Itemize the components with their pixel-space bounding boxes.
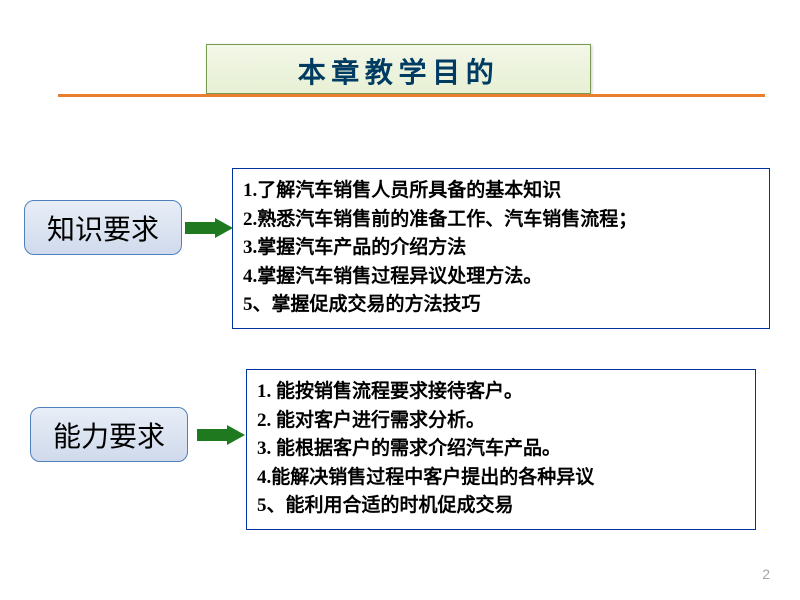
section-label-text-1: 能力要求 <box>53 415 165 455</box>
content-line: 5、掌握促成交易的方法技巧 <box>243 291 759 320</box>
content-line: 4.掌握汽车销售过程异议处理方法。 <box>243 263 759 292</box>
divider-line <box>58 94 765 97</box>
section-label-0: 知识要求 <box>24 200 182 255</box>
chapter-title-text: 本章教学目的 <box>298 58 500 89</box>
content-line: 4.能解决销售过程中客户提出的各种异议 <box>257 464 745 493</box>
content-line: 2.熟悉汽车销售前的准备工作、汽车销售流程； <box>243 206 759 235</box>
content-line: 3.掌握汽车产品的介绍方法 <box>243 234 759 263</box>
page-number: 2 <box>762 566 770 582</box>
section-label-text-0: 知识要求 <box>47 208 159 248</box>
content-line: 1.了解汽车销售人员所具备的基本知识 <box>243 177 759 206</box>
content-line: 5、能利用合适的时机促成交易 <box>257 492 745 521</box>
section-label-1: 能力要求 <box>30 407 188 462</box>
section-content-0: 1.了解汽车销售人员所具备的基本知识2.熟悉汽车销售前的准备工作、汽车销售流程；… <box>232 168 770 329</box>
content-line: 3. 能根据客户的需求介绍汽车产品。 <box>257 435 745 464</box>
content-line: 1. 能按销售流程要求接待客户。 <box>257 378 745 407</box>
section-content-1: 1. 能按销售流程要求接待客户。2. 能对客户进行需求分析。3. 能根据客户的需… <box>246 369 756 530</box>
content-line: 2. 能对客户进行需求分析。 <box>257 407 745 436</box>
chapter-title-box: 本章教学目的 <box>206 44 591 94</box>
